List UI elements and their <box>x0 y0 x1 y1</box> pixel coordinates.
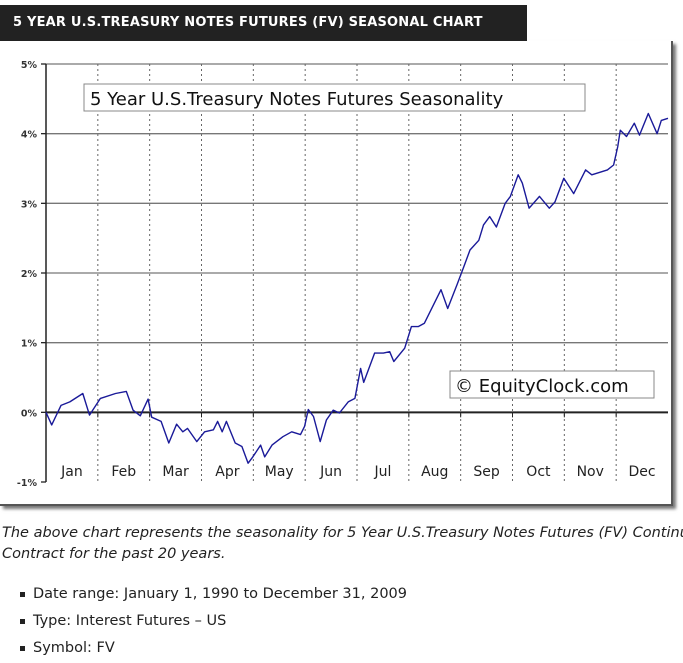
y-tick-label: 4% <box>21 130 38 141</box>
x-tick-label: Feb <box>111 464 136 480</box>
bullet-icon <box>20 618 25 624</box>
x-tick-label: Aug <box>421 464 448 480</box>
x-tick-label: Nov <box>577 464 604 480</box>
x-tick-label: May <box>265 464 294 480</box>
y-tick-label: 1% <box>21 339 38 350</box>
detail-date-range: Date range: January 1, 1990 to December … <box>20 582 407 609</box>
detail-text: Type: Interest Futures – US <box>33 613 227 629</box>
x-tick-label: Sep <box>473 464 500 480</box>
watermark-box: © EquityClock.com <box>449 370 655 399</box>
bullet-icon <box>20 591 25 597</box>
y-tick-label: 0% <box>21 408 38 419</box>
x-tick-label: Dec <box>629 464 656 480</box>
description-line-2: Contract for the past 20 years. <box>2 546 226 562</box>
seasonality-line <box>45 112 669 464</box>
chart-banner-title: 5 YEAR U.S.TREASURY NOTES FUTURES (FV) S… <box>0 5 527 41</box>
x-tick-label: Jun <box>319 464 342 480</box>
y-tick-label: 3% <box>21 199 38 210</box>
x-tick-label: Jan <box>60 464 83 480</box>
x-tick-label: Mar <box>162 464 189 480</box>
seasonal-line-chart: -1% 0% 1% 2% 3% 4% 5% Jan Feb Mar Apr May Jun Jul Aug S… <box>17 60 669 489</box>
details-list: Date range: January 1, 1990 to December … <box>0 582 407 663</box>
x-tick-label: Jul <box>373 464 391 480</box>
watermark-text: © EquityClock.com <box>455 376 629 397</box>
x-tick-label: Apr <box>215 464 239 480</box>
x-tick-label: Oct <box>526 464 551 480</box>
detail-text: Symbol: FV <box>33 640 115 656</box>
detail-type: Type: Interest Futures – US <box>20 609 407 636</box>
chart-frame: -1% 0% 1% 2% 3% 4% 5% Jan Feb Mar Apr May Jun Jul Aug S… <box>0 41 673 506</box>
y-tick-label: -1% <box>17 478 38 489</box>
chart-title-box: 5 Year U.S.Treasury Notes Futures Season… <box>83 83 586 112</box>
chart-title: 5 Year U.S.Treasury Notes Futures Season… <box>90 89 504 110</box>
bullet-icon <box>20 645 25 651</box>
y-tick-label: 5% <box>21 60 38 71</box>
detail-symbol: Symbol: FV <box>20 636 407 663</box>
y-tick-label: 2% <box>21 269 38 280</box>
detail-text: Date range: January 1, 1990 to December … <box>33 586 407 602</box>
chart-description: The above chart represents the seasonali… <box>2 523 683 565</box>
description-line-1: The above chart represents the seasonali… <box>2 525 683 541</box>
